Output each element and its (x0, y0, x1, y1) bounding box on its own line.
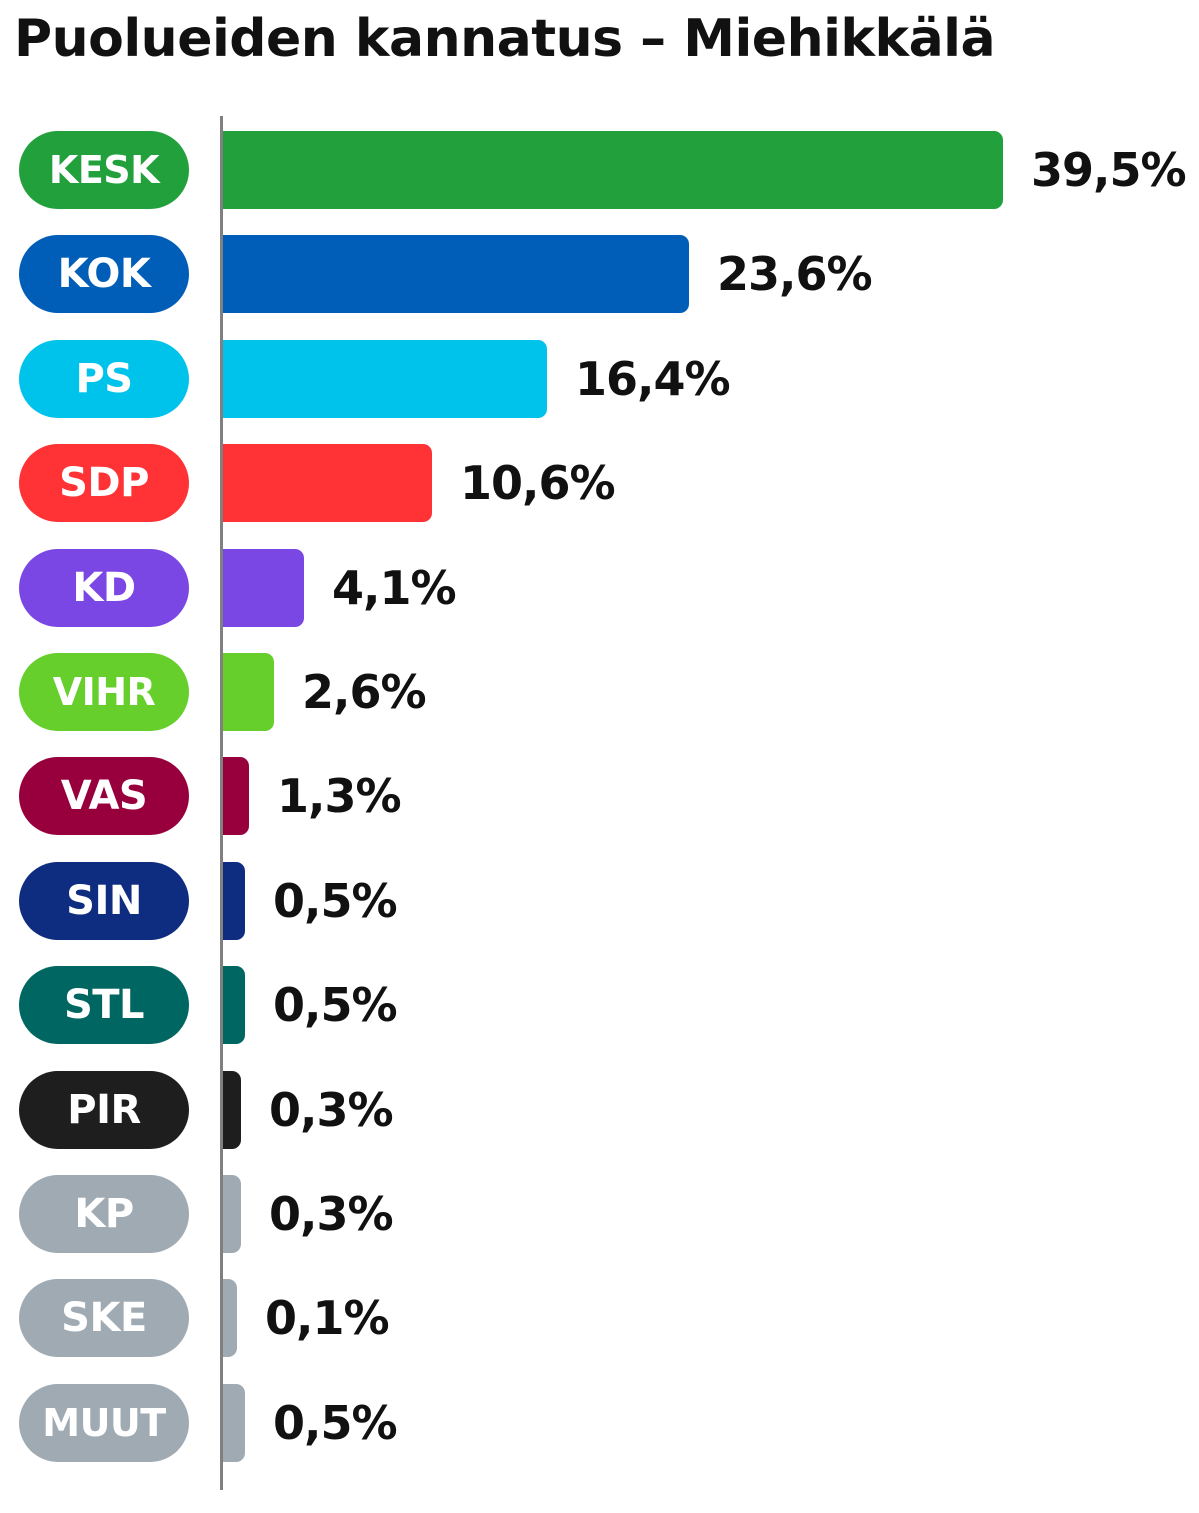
party-label-pir: PIR (19, 1071, 189, 1149)
bar-row-vas: VAS 1,3% (0, 757, 1199, 835)
value-label-stl: 0,5% (273, 978, 398, 1032)
bar-kesk (223, 131, 1003, 209)
bar-row-stl: STL 0,5% (0, 966, 1199, 1044)
bar-pir (223, 1071, 241, 1149)
value-label-vas: 1,3% (277, 769, 402, 823)
party-label-sin: SIN (19, 862, 189, 940)
value-label-sin: 0,5% (273, 874, 398, 928)
bar-kd (223, 549, 304, 627)
bar-row-kd: KD 4,1% (0, 549, 1199, 627)
party-label-muut: MUUT (19, 1384, 189, 1462)
bar-sdp (223, 444, 432, 522)
bar-row-vihr: VIHR 2,6% (0, 653, 1199, 731)
party-label-vihr: VIHR (19, 653, 189, 731)
bar-ps (223, 340, 547, 418)
bar-ske (223, 1279, 237, 1357)
chart-title: Puolueiden kannatus – Miehikkälä (14, 9, 996, 69)
bar-row-muut: MUUT 0,5% (0, 1384, 1199, 1462)
bar-row-kesk: KESK 39,5% (0, 131, 1199, 209)
value-label-ps: 16,4% (575, 352, 731, 406)
bar-row-kp: KP 0,3% (0, 1175, 1199, 1253)
party-label-vas: VAS (19, 757, 189, 835)
bar-row-ps: PS 16,4% (0, 340, 1199, 418)
party-label-kesk: KESK (19, 131, 189, 209)
party-label-kd: KD (19, 549, 189, 627)
value-label-kd: 4,1% (332, 561, 457, 615)
bar-row-sin: SIN 0,5% (0, 862, 1199, 940)
value-label-muut: 0,5% (273, 1396, 398, 1450)
bar-muut (223, 1384, 245, 1462)
party-label-kp: KP (19, 1175, 189, 1253)
bar-row-kok: KOK 23,6% (0, 235, 1199, 313)
party-label-ske: SKE (19, 1279, 189, 1357)
value-label-kp: 0,3% (269, 1187, 394, 1241)
bar-row-sdp: SDP 10,6% (0, 444, 1199, 522)
chart-axis-line (220, 116, 223, 1490)
value-label-kok: 23,6% (717, 247, 873, 301)
value-label-ske: 0,1% (265, 1291, 390, 1345)
bar-sin (223, 862, 245, 940)
bar-row-pir: PIR 0,3% (0, 1071, 1199, 1149)
bar-kok (223, 235, 689, 313)
bar-vihr (223, 653, 274, 731)
bar-stl (223, 966, 245, 1044)
bar-row-ske: SKE 0,1% (0, 1279, 1199, 1357)
value-label-sdp: 10,6% (460, 456, 616, 510)
party-label-stl: STL (19, 966, 189, 1044)
party-label-kok: KOK (19, 235, 189, 313)
value-label-pir: 0,3% (269, 1083, 394, 1137)
value-label-kesk: 39,5% (1031, 143, 1187, 197)
party-label-ps: PS (19, 340, 189, 418)
party-label-sdp: SDP (19, 444, 189, 522)
bar-vas (223, 757, 249, 835)
bar-kp (223, 1175, 241, 1253)
value-label-vihr: 2,6% (302, 665, 427, 719)
